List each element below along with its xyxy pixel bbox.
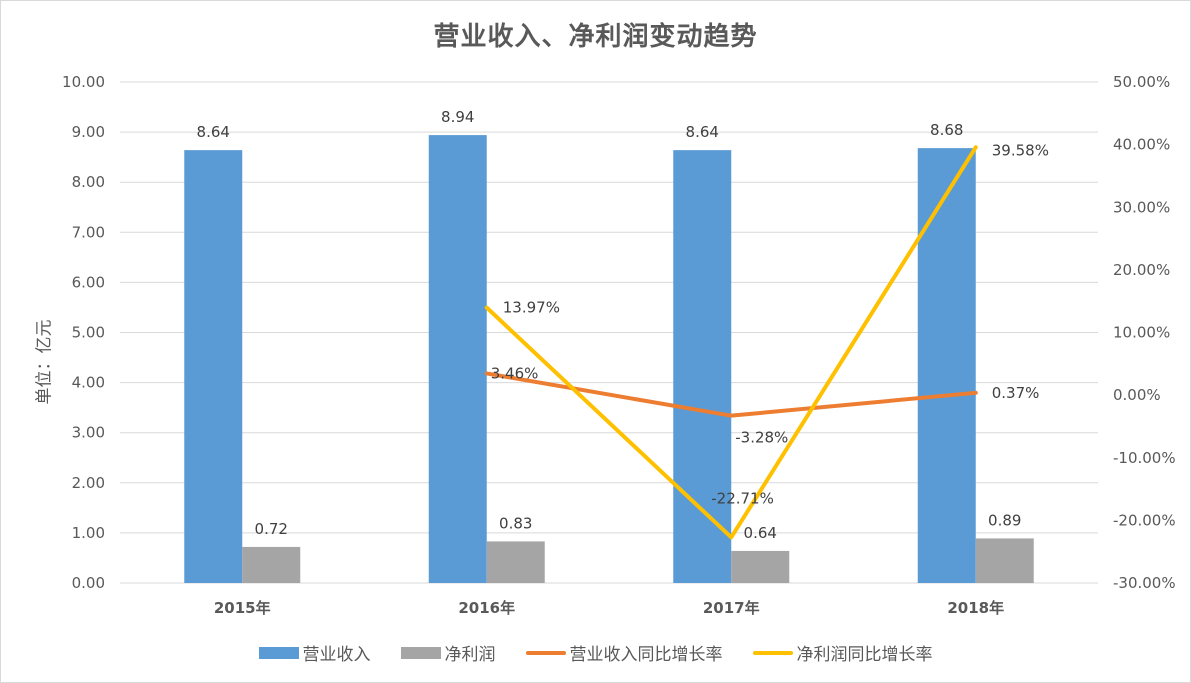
y-tick-label: 9.00 bbox=[72, 123, 105, 141]
legend-label: 营业收入 bbox=[302, 645, 371, 665]
y2-tick-label: 0.00% bbox=[1113, 386, 1161, 404]
legend-label: 净利润 bbox=[444, 645, 496, 665]
y2-tick-label: 20.00% bbox=[1113, 261, 1170, 279]
y2-tick-label: 40.00% bbox=[1113, 136, 1170, 154]
data-label: 39.58% bbox=[992, 141, 1049, 159]
legend-item-net-profit[interactable]: 净利润 bbox=[400, 640, 496, 665]
y-tick-label: 0.00 bbox=[72, 574, 105, 592]
legend-label: 净利润同比增长率 bbox=[796, 645, 933, 665]
bar[interactable] bbox=[917, 148, 976, 583]
data-label: 8.94 bbox=[441, 108, 474, 126]
legend-swatch-net-profit bbox=[400, 646, 441, 659]
y-tick-label: 5.00 bbox=[72, 324, 105, 342]
y-tick-label: 6.00 bbox=[72, 273, 105, 291]
bar[interactable] bbox=[242, 546, 301, 583]
legend-item-revenue-growth[interactable]: 营业收入同比增长率 bbox=[525, 640, 723, 665]
data-label: 0.64 bbox=[744, 524, 777, 542]
data-label: 3.46% bbox=[491, 364, 539, 382]
y-tick-label: 4.00 bbox=[72, 374, 105, 392]
data-label: -3.28% bbox=[735, 429, 788, 447]
data-label: 0.37% bbox=[992, 384, 1040, 402]
y-tick-label: 2.00 bbox=[72, 474, 105, 492]
y2-tick-label: 30.00% bbox=[1113, 198, 1170, 216]
bar[interactable] bbox=[184, 150, 243, 584]
bar[interactable] bbox=[486, 541, 545, 583]
data-label: 8.64 bbox=[686, 123, 719, 141]
bar[interactable] bbox=[975, 538, 1034, 583]
y-tick-label: 1.00 bbox=[72, 524, 105, 542]
legend-item-profit-growth[interactable]: 净利润同比增长率 bbox=[752, 640, 933, 665]
x-tick-label: 2016年 bbox=[458, 599, 515, 617]
data-label: 8.68 bbox=[930, 121, 963, 139]
data-label: 0.72 bbox=[255, 520, 288, 538]
x-tick-label: 2017年 bbox=[703, 599, 760, 617]
series-line[interactable] bbox=[484, 145, 978, 540]
data-label: 8.64 bbox=[197, 123, 230, 141]
data-label: 13.97% bbox=[503, 299, 560, 317]
legend-swatch-revenue bbox=[258, 646, 299, 659]
x-tick-label: 2018年 bbox=[947, 599, 1004, 617]
legend-item-revenue[interactable]: 营业收入 bbox=[258, 640, 371, 665]
y-tick-label: 7.00 bbox=[72, 223, 105, 241]
chart-title: 营业收入、净利润变动趋势 bbox=[433, 22, 758, 52]
y2-tick-label: 50.00% bbox=[1113, 73, 1170, 91]
data-label: 0.89 bbox=[988, 511, 1021, 529]
y2-tick-label: -10.00% bbox=[1113, 449, 1176, 467]
legend-label: 营业收入同比增长率 bbox=[569, 645, 723, 665]
legend: 营业收入 净利润 营业收入同比增长率 净利润同比增长率 bbox=[0, 640, 1191, 665]
y2-tick-label: 10.00% bbox=[1113, 324, 1170, 342]
legend-swatch-profit-growth bbox=[752, 650, 793, 655]
data-label: 0.83 bbox=[499, 514, 532, 532]
y-tick-label: 8.00 bbox=[72, 173, 105, 191]
series-line[interactable] bbox=[484, 371, 978, 418]
bar[interactable] bbox=[731, 550, 790, 583]
y2-tick-label: -30.00% bbox=[1113, 574, 1176, 592]
bar[interactable] bbox=[428, 135, 487, 583]
x-tick-label: 2015年 bbox=[214, 599, 271, 617]
y-tick-label: 3.00 bbox=[72, 424, 105, 442]
y-tick-label: 10.00 bbox=[62, 73, 105, 91]
bar[interactable] bbox=[673, 150, 732, 584]
data-label: -22.71% bbox=[711, 489, 774, 507]
y2-tick-label: -20.00% bbox=[1113, 511, 1176, 529]
legend-swatch-revenue-growth bbox=[525, 650, 566, 655]
